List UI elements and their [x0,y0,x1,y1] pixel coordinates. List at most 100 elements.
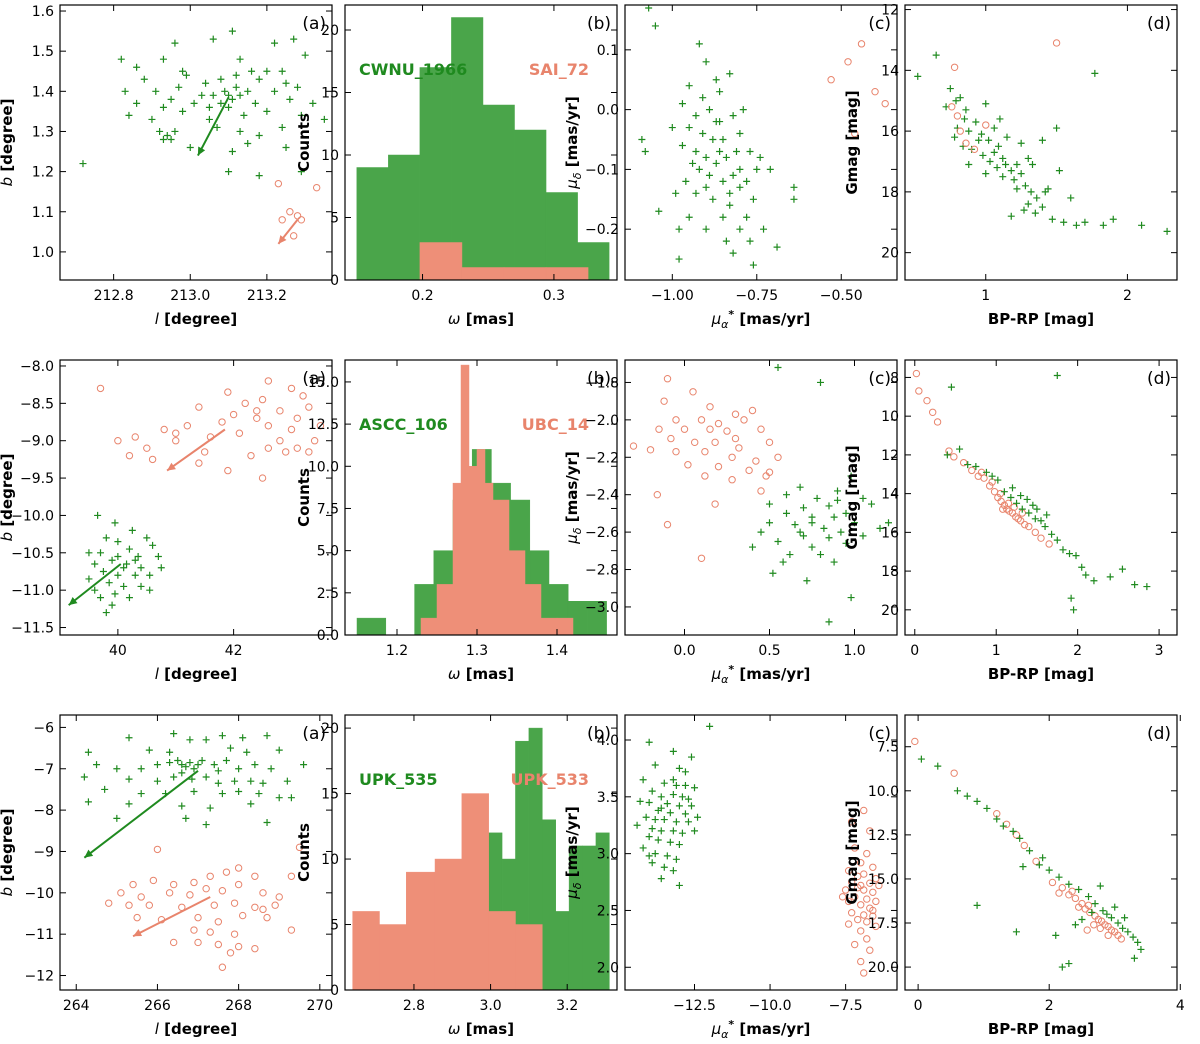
data-point-plus [1129,933,1137,941]
data-point-plus [675,764,683,772]
data-point-plus [1024,200,1032,208]
data-point-plus [1072,552,1080,560]
y-tick-label: −7 [33,762,54,778]
data-point-plus [1090,577,1098,585]
data-point-plus [244,140,252,148]
x-tick-label: 3.0 [479,998,501,1014]
y-tick-label: −10 [24,886,54,902]
data-point-plus [125,734,133,742]
data-point-plus [1075,886,1083,894]
histogram-bar [587,601,607,635]
data-point-plus [995,142,1002,150]
data-point-plus [255,790,263,798]
data-point-plus [956,94,964,102]
data-point-plus [128,526,136,534]
data-point-plus [125,800,133,808]
data-point-circle [253,407,261,415]
panel-label: (b) [587,724,611,744]
panel-label: (c) [868,369,891,389]
data-point-plus [84,798,92,806]
panel-3-d: 0 2 4 7.5 10.0 12.5 15.0 17.5 20.0 BP-RP [mag] Gma… [843,714,1185,1038]
data-point-circle [1084,901,1093,910]
data-point-plus [885,519,892,527]
y-tick-label: 14 [881,63,899,79]
proper-motion-arrow-green [83,770,199,859]
y-tick-label: 1.3 [32,124,54,140]
data-point-plus [228,148,236,156]
data-point-plus [255,131,263,139]
x-tick-label: 1.3 [466,643,488,659]
data-point-plus [120,564,128,572]
data-point-plus [705,106,713,114]
data-point-plus [163,131,171,139]
data-point-circle [765,438,774,447]
data-point-plus [1088,908,1096,916]
x-tick-label: 2 [1123,288,1132,304]
data-point-circle [774,453,782,461]
data-point-plus [672,855,680,863]
data-point-plus [808,519,816,527]
data-point-circle [871,87,879,96]
x-tick-label: 1 [992,643,1001,659]
histogram-bar [476,449,486,635]
axes-frame [59,359,333,636]
data-point-circle [259,889,267,897]
data-point-plus [235,765,243,773]
y-tick-label: 16 [881,525,899,541]
data-point-circle [234,880,243,889]
data-point-circle [629,442,638,450]
data-point-circle [948,103,956,111]
data-point-circle [996,489,1004,498]
data-point-plus [171,39,179,47]
cluster-name-1: CWNU_1966 [359,60,467,79]
data-point-circle [731,434,740,443]
data-point-plus [194,761,202,769]
data-point-circle [214,918,223,926]
data-point-plus [695,40,703,48]
y-tick-label: −10.5 [11,546,54,562]
data-point-plus [749,195,757,203]
data-point-plus [1091,69,1099,77]
data-point-plus [1048,215,1056,223]
data-point-plus [102,609,110,617]
data-point-plus [1107,914,1115,922]
x-tick-label: −0.50 [820,288,863,304]
data-point-plus [1009,484,1016,492]
data-point-plus [766,519,773,527]
proper-motion-arrow-green [68,563,122,606]
data-point-plus [143,534,151,542]
data-point-plus [1138,221,1146,229]
y-tick-label: −11 [24,927,54,943]
proper-motion-arrow-salmon [277,219,299,245]
data-point-circle [860,886,868,894]
data-point-plus [847,594,855,602]
plot-area [638,5,889,269]
data-point-circle [1000,501,1009,509]
data-point-plus [982,170,990,178]
histogram-bar [468,466,478,635]
data-point-circle [105,899,113,907]
data-point-plus [153,777,161,785]
data-point-plus [675,225,683,233]
data-point-plus [996,115,1004,123]
data-point-plus [1048,530,1056,538]
data-point-plus [999,822,1007,830]
y-tick-label: 4.0 [597,733,619,749]
data-point-plus [1045,866,1053,874]
data-point-plus [932,51,940,59]
x-tick-label: 1.0 [843,643,865,659]
data-point-plus [699,94,707,102]
x-axis-label: μα* [mas/yr] [711,663,811,686]
y-axis-label: μδ [mas/yr] [563,96,584,190]
y-tick-label: 12 [881,448,899,464]
data-point-plus [278,123,286,131]
data-point-plus [182,71,190,79]
series-salmon-circle [912,369,1053,548]
data-point-plus [97,549,105,557]
y-axis-label: Counts [295,468,313,527]
data-point-plus [651,850,659,858]
y-tick-label: −10.0 [11,508,54,524]
data-point-plus [739,106,747,114]
panel-label: (d) [1147,14,1171,34]
y-tick-label: 5 [330,211,339,227]
